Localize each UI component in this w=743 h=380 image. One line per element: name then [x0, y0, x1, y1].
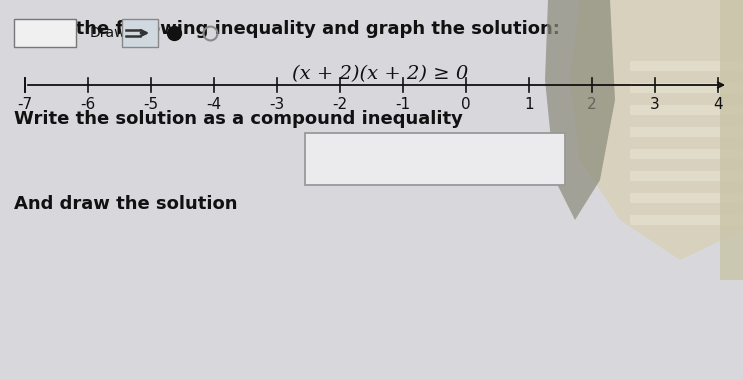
Bar [630, 105, 743, 115]
Bar [630, 215, 743, 225]
Text: Draw:: Draw: [90, 26, 130, 40]
Text: -6: -6 [80, 97, 96, 112]
Text: 2: 2 [587, 97, 597, 112]
Text: -5: -5 [143, 97, 158, 112]
Text: 1: 1 [525, 97, 533, 112]
Text: -7: -7 [17, 97, 33, 112]
Polygon shape [570, 0, 743, 260]
Text: 4: 4 [713, 97, 723, 112]
Text: Write the solution as a compound inequality: Write the solution as a compound inequal… [14, 110, 463, 128]
Text: -2: -2 [332, 97, 348, 112]
Text: (x + 2)(x + 2) ≥ 0: (x + 2)(x + 2) ≥ 0 [292, 65, 468, 83]
Text: Solve the following inequality and graph the solution:: Solve the following inequality and graph… [14, 20, 560, 38]
Text: -3: -3 [270, 97, 285, 112]
Text: 0: 0 [461, 97, 471, 112]
Polygon shape [545, 0, 615, 220]
FancyBboxPatch shape [14, 19, 76, 47]
Text: -4: -4 [207, 97, 221, 112]
FancyBboxPatch shape [305, 133, 565, 185]
Bar [630, 127, 743, 137]
Text: -1: -1 [395, 97, 411, 112]
Bar [630, 193, 743, 203]
Text: And draw the solution: And draw the solution [14, 195, 238, 213]
Text: 3: 3 [650, 97, 660, 112]
Bar [720, 0, 743, 280]
Bar [630, 171, 743, 181]
Bar [630, 83, 743, 93]
FancyBboxPatch shape [122, 19, 158, 47]
Bar [630, 61, 743, 71]
Text: Clear All: Clear All [19, 27, 71, 40]
Bar [630, 149, 743, 159]
